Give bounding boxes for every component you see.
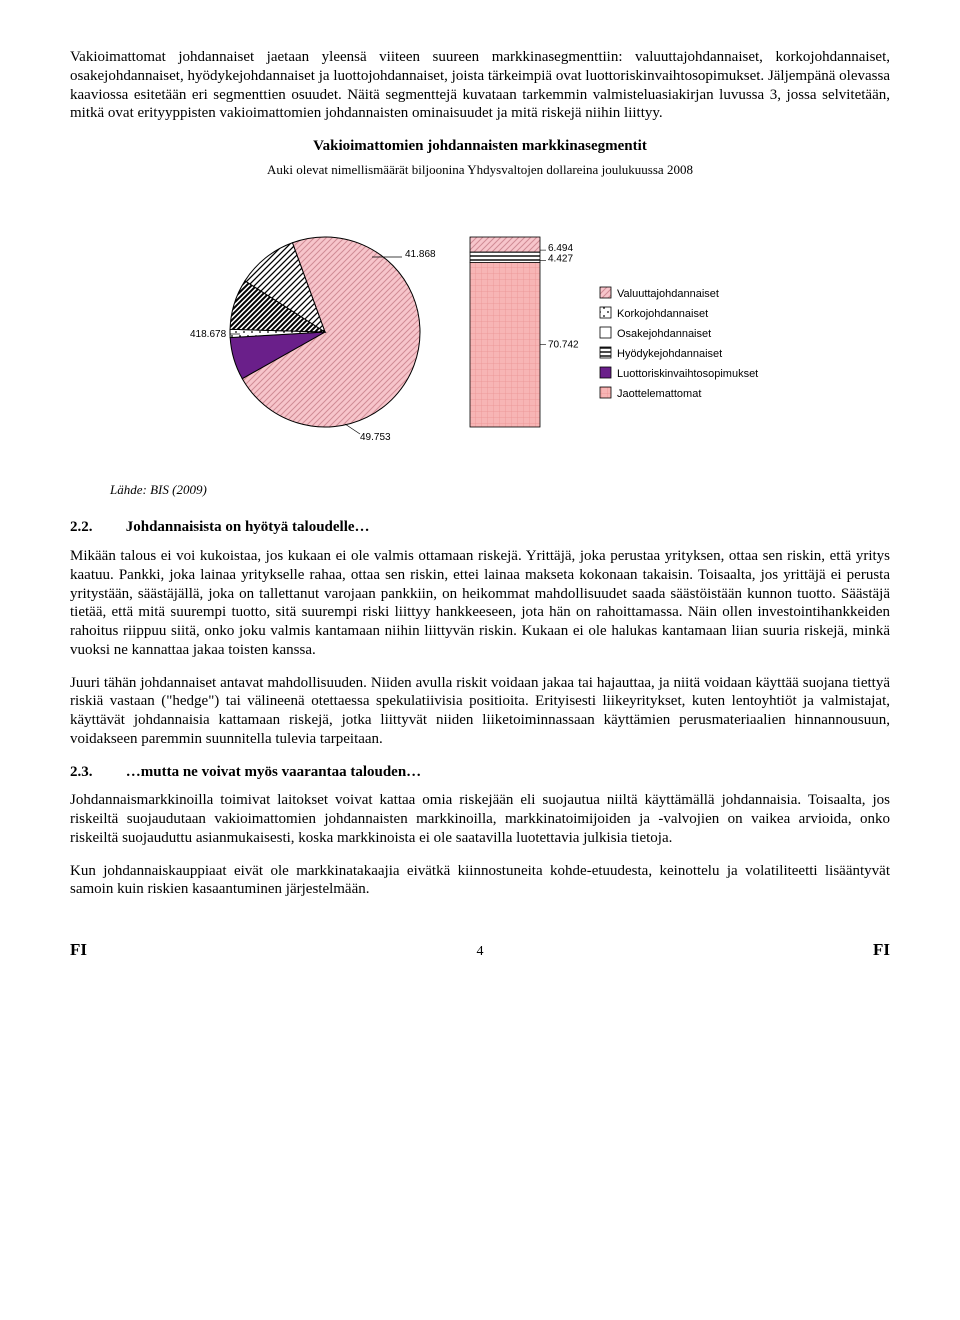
section-2-2-number: 2.2. <box>70 518 122 537</box>
section-2-2-title: Johdannaisista on hyötyä taloudelle… <box>126 519 370 535</box>
section-2-3-title: …mutta ne voivat myös vaarantaa talouden… <box>126 764 421 780</box>
chart-source: Lähde: BIS (2009) <box>110 482 890 498</box>
source-value: BIS (2009) <box>150 482 207 497</box>
svg-text:41.868: 41.868 <box>405 249 436 260</box>
svg-text:Korkojohdannaiset: Korkojohdannaiset <box>617 308 708 320</box>
svg-text:Valuuttajohdannaiset: Valuuttajohdannaiset <box>617 288 719 300</box>
chart-subtitle: Auki olevat nimellismäärät biljoonina Yh… <box>70 162 890 178</box>
svg-text:Osakejohdannaiset: Osakejohdannaiset <box>617 328 711 340</box>
page-footer: FI 4 FI <box>70 939 890 960</box>
footer-left: FI <box>70 939 87 960</box>
paragraph-2-3-a: Johdannaismarkkinoilla toimivat laitokse… <box>70 791 890 847</box>
footer-right: FI <box>873 939 890 960</box>
paragraph-intro: Vakioimattomat johdannaiset jaetaan ylee… <box>70 48 890 123</box>
section-2-3-heading: 2.3. …mutta ne voivat myös vaarantaa tal… <box>70 763 890 782</box>
paragraph-2-3-b: Kun johdannaiskauppiaat eivät ole markki… <box>70 862 890 900</box>
svg-text:Jaottelemattomat: Jaottelemattomat <box>617 388 701 400</box>
svg-text:4.427: 4.427 <box>548 253 573 264</box>
section-2-3-number: 2.3. <box>70 763 122 782</box>
footer-page-number: 4 <box>477 943 484 961</box>
paragraph-2-2-a: Mikään talous ei voi kukoistaa, jos kuka… <box>70 547 890 660</box>
chart-title: Vakioimattomien johdannaisten markkinase… <box>70 137 890 156</box>
svg-text:70.742: 70.742 <box>548 340 579 351</box>
svg-text:Hyödykejohdannaiset: Hyödykejohdannaiset <box>617 348 722 360</box>
paragraph-2-2-b: Juuri tähän johdannaiset antavat mahdoll… <box>70 674 890 749</box>
svg-text:418.678: 418.678 <box>190 329 227 340</box>
svg-text:Luottoriskinvaihtosopimukset: Luottoriskinvaihtosopimukset <box>617 368 758 380</box>
source-label: Lähde: <box>110 482 147 497</box>
section-2-2-heading: 2.2. Johdannaisista on hyötyä taloudelle… <box>70 518 890 537</box>
chart-container: 418.67841.86849.7536.4944.42770.742Valuu… <box>70 202 890 462</box>
svg-text:49.753: 49.753 <box>360 432 391 443</box>
